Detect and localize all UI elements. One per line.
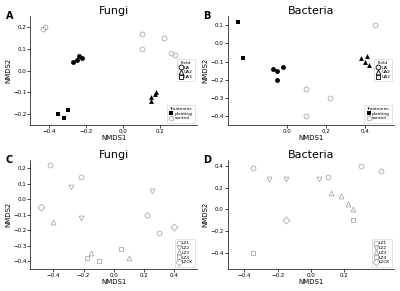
- X-axis label: NMDS1: NMDS1: [101, 279, 126, 285]
- Title: Fungi: Fungi: [99, 6, 129, 15]
- X-axis label: NMDS1: NMDS1: [101, 135, 126, 141]
- Title: Fungi: Fungi: [99, 150, 129, 160]
- Text: D: D: [203, 155, 211, 165]
- X-axis label: NMDS1: NMDS1: [298, 279, 324, 285]
- Text: C: C: [6, 155, 13, 165]
- Legend: UA, UA2, UA3: UA, UA2, UA3: [177, 58, 195, 81]
- Legend: LZ1, LZ2, LZ3, LZ4, LZCK: LZ1, LZ2, LZ3, LZ4, LZCK: [174, 239, 195, 267]
- Y-axis label: NMDS2: NMDS2: [203, 202, 209, 227]
- Y-axis label: NMDS2: NMDS2: [203, 58, 209, 83]
- Y-axis label: NMDS2: NMDS2: [6, 202, 12, 227]
- Text: B: B: [203, 11, 210, 21]
- Title: Bacteria: Bacteria: [288, 6, 334, 15]
- Title: Bacteria: Bacteria: [288, 150, 334, 160]
- Legend: UA, UA2, UA3: UA, UA2, UA3: [374, 58, 392, 81]
- X-axis label: NMDS1: NMDS1: [298, 135, 324, 141]
- Legend: LZ1, LZ2, LZ3, LZ4, LZCK: LZ1, LZ2, LZ3, LZ4, LZCK: [372, 239, 392, 267]
- Text: A: A: [6, 11, 13, 21]
- Y-axis label: NMDS2: NMDS2: [6, 58, 12, 83]
